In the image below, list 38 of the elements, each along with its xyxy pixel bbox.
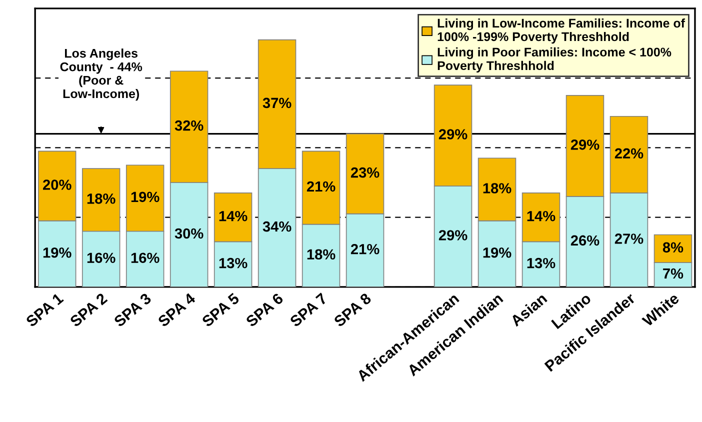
- data-label: 7%: [663, 268, 684, 279]
- data-label: 32%: [174, 120, 204, 131]
- data-label: 29%: [570, 140, 600, 150]
- data-label: 29%: [438, 230, 468, 240]
- data-label: 26%: [570, 235, 600, 246]
- ref-line-label: Los Angeles County - 44% (Poor & Low-Income): [60, 48, 142, 101]
- data-label: 8%: [662, 242, 684, 253]
- data-label: 14%: [527, 210, 556, 222]
- x-tick-label: SPA 4: [157, 292, 196, 328]
- data-label: 19%: [131, 192, 160, 202]
- x-tick-label: SPA 3: [113, 292, 152, 328]
- x-tick-label: SPA 2: [69, 292, 108, 328]
- data-label: 16%: [131, 252, 160, 264]
- legend-label: Living in Poor Families: Income < 100% Poverty Threshhold: [438, 47, 672, 73]
- data-label: 19%: [43, 247, 72, 258]
- data-label: 37%: [262, 98, 292, 108]
- data-label: 18%: [307, 249, 336, 260]
- data-label: 29%: [438, 129, 468, 140]
- data-label: 18%: [87, 194, 116, 204]
- data-label: 22%: [614, 148, 644, 159]
- data-label: 21%: [306, 181, 336, 192]
- x-tick-label: SPA 6: [245, 292, 284, 328]
- data-label: 23%: [350, 167, 380, 178]
- data-label: 18%: [483, 183, 512, 194]
- data-label: 13%: [527, 258, 556, 268]
- data-label: 16%: [87, 252, 116, 264]
- data-label: 30%: [174, 228, 204, 239]
- data-label: 21%: [350, 244, 380, 254]
- data-label: 34%: [262, 221, 292, 232]
- x-tick-label: SPA 1: [25, 292, 64, 328]
- data-label: 19%: [483, 247, 512, 258]
- data-label: 27%: [614, 234, 644, 244]
- legend-label: Living in Low-Income Families: Income of 100% -199% Poverty Threshhold: [438, 18, 686, 44]
- x-tick-label: SPA 5: [201, 292, 240, 328]
- data-label: 20%: [43, 180, 72, 190]
- x-tick-label: SPA 7: [289, 292, 328, 328]
- data-label: 13%: [219, 258, 248, 268]
- data-label: 14%: [219, 210, 248, 222]
